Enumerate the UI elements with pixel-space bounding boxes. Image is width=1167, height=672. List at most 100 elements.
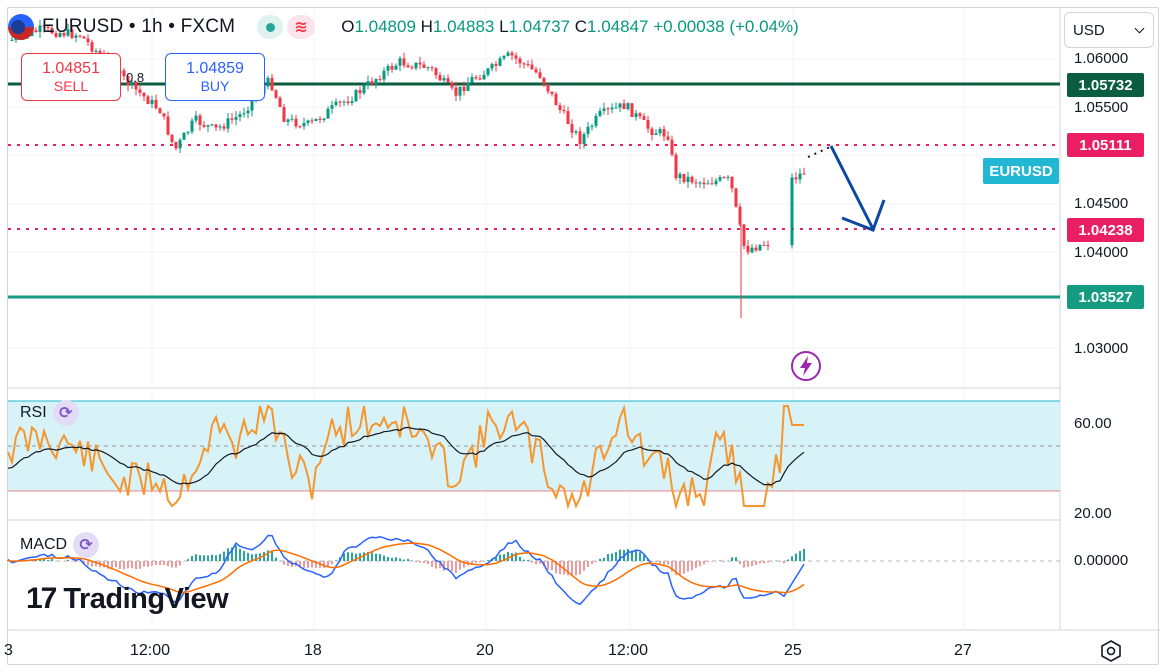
candle-body[interactable] — [514, 55, 518, 59]
candle-body[interactable] — [606, 108, 610, 110]
candle-body[interactable] — [458, 86, 462, 96]
candle-body[interactable] — [150, 99, 154, 104]
candle-body[interactable] — [362, 85, 366, 94]
candle-body[interactable] — [394, 65, 398, 70]
candle-body[interactable] — [726, 176, 730, 178]
candle-body[interactable] — [222, 126, 226, 129]
candle-body[interactable] — [802, 173, 806, 175]
candle-body[interactable] — [526, 63, 530, 65]
candle-body[interactable] — [702, 182, 706, 185]
candle-body[interactable] — [234, 116, 238, 120]
candle-body[interactable] — [178, 139, 182, 149]
candle-body[interactable] — [738, 206, 742, 225]
candle-body[interactable] — [422, 64, 426, 68]
candle-body[interactable] — [182, 132, 186, 140]
candle-body[interactable] — [538, 72, 542, 78]
candle-body[interactable] — [382, 70, 386, 80]
candle-body[interactable] — [154, 99, 158, 109]
candle-body[interactable] — [354, 90, 358, 102]
candle-body[interactable] — [590, 125, 594, 127]
candle-body[interactable] — [566, 111, 570, 125]
buy-button[interactable]: 1.04859 BUY — [165, 53, 265, 101]
candle-body[interactable] — [510, 52, 514, 56]
candle-body[interactable] — [794, 177, 798, 180]
candle-body[interactable] — [642, 116, 646, 120]
candle-body[interactable] — [126, 76, 130, 86]
candle-body[interactable] — [310, 120, 314, 122]
candle-body[interactable] — [298, 126, 302, 128]
candle-body[interactable] — [506, 52, 510, 56]
candle-body[interactable] — [634, 113, 638, 117]
candle-body[interactable] — [134, 81, 138, 90]
candle-body[interactable] — [454, 87, 458, 96]
candle-body[interactable] — [270, 77, 274, 91]
candle-body[interactable] — [582, 134, 586, 145]
candle-body[interactable] — [190, 120, 194, 132]
candlestick-series[interactable] — [10, 19, 806, 318]
candle-body[interactable] — [622, 103, 626, 110]
candle-body[interactable] — [710, 183, 714, 185]
candle-body[interactable] — [570, 124, 574, 133]
candle-body[interactable] — [46, 26, 50, 28]
support-price-tag[interactable]: 1.03527 — [1067, 285, 1144, 309]
resistance-price-tag[interactable]: 1.05732 — [1067, 73, 1144, 97]
candle-body[interactable] — [550, 91, 554, 94]
candle-body[interactable] — [350, 101, 354, 104]
candle-body[interactable] — [698, 182, 702, 184]
candle-body[interactable] — [670, 139, 674, 155]
lightning-icon[interactable] — [790, 350, 822, 382]
lower-dotted-price-tag[interactable]: 1.04238 — [1067, 218, 1144, 242]
candle-body[interactable] — [594, 115, 598, 126]
sell-button[interactable]: 1.04851 SELL — [21, 53, 121, 101]
candle-body[interactable] — [246, 110, 250, 114]
candle-body[interactable] — [666, 136, 670, 140]
candle-body[interactable] — [662, 129, 666, 137]
candle-body[interactable] — [186, 131, 190, 133]
candle-body[interactable] — [638, 113, 642, 117]
candle-body[interactable] — [430, 67, 434, 69]
candle-body[interactable] — [754, 247, 758, 251]
candle-body[interactable] — [706, 183, 710, 185]
candle-body[interactable] — [38, 25, 42, 33]
candle-body[interactable] — [194, 115, 198, 121]
candle-body[interactable] — [374, 79, 378, 85]
candle-body[interactable] — [290, 118, 294, 120]
candle-body[interactable] — [286, 119, 290, 122]
candle-body[interactable] — [562, 109, 566, 112]
candle-body[interactable] — [722, 177, 726, 179]
candle-body[interactable] — [94, 50, 98, 52]
candle-body[interactable] — [482, 74, 486, 80]
candle-body[interactable] — [450, 82, 454, 88]
data-delay-icon[interactable]: ≋ — [287, 15, 316, 39]
rsi-legend[interactable]: RSI ⟳ — [20, 400, 79, 426]
candle-body[interactable] — [202, 124, 206, 127]
market-status[interactable]: ≋ — [257, 15, 316, 39]
candle-body[interactable] — [558, 105, 562, 110]
candle-body[interactable] — [502, 55, 506, 59]
candle-body[interactable] — [758, 244, 762, 251]
candle-body[interactable] — [230, 118, 234, 120]
candle-body[interactable] — [302, 122, 306, 127]
candle-body[interactable] — [398, 58, 402, 66]
candle-body[interactable] — [386, 66, 390, 71]
candle-body[interactable] — [74, 35, 78, 38]
candle-body[interactable] — [434, 68, 438, 76]
candle-body[interactable] — [690, 176, 694, 183]
candle-body[interactable] — [618, 103, 622, 108]
candle-body[interactable] — [790, 177, 794, 246]
candle-body[interactable] — [142, 92, 146, 97]
candle-body[interactable] — [414, 62, 418, 69]
candle-body[interactable] — [658, 129, 662, 134]
candle-body[interactable] — [206, 125, 210, 127]
candle-body[interactable] — [330, 105, 334, 109]
down-arrow-head[interactable] — [841, 199, 886, 232]
currency-select[interactable]: USD — [1064, 12, 1154, 48]
candle-body[interactable] — [762, 244, 766, 246]
candle-body[interactable] — [306, 120, 310, 123]
symbol-title[interactable]: EURUSD • 1h • FXCM — [42, 16, 236, 37]
candle-body[interactable] — [162, 113, 166, 117]
candle-body[interactable] — [486, 68, 490, 75]
candle-body[interactable] — [314, 118, 318, 122]
candle-body[interactable] — [546, 84, 550, 92]
